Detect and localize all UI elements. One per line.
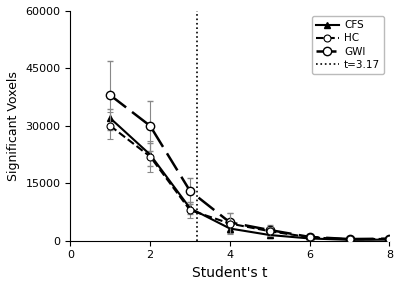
Legend: CFS, HC, GWI, t=3.17: CFS, HC, GWI, t=3.17 [312,16,384,74]
X-axis label: Student's t: Student's t [192,266,268,280]
Y-axis label: Significant Voxels: Significant Voxels [7,71,20,181]
